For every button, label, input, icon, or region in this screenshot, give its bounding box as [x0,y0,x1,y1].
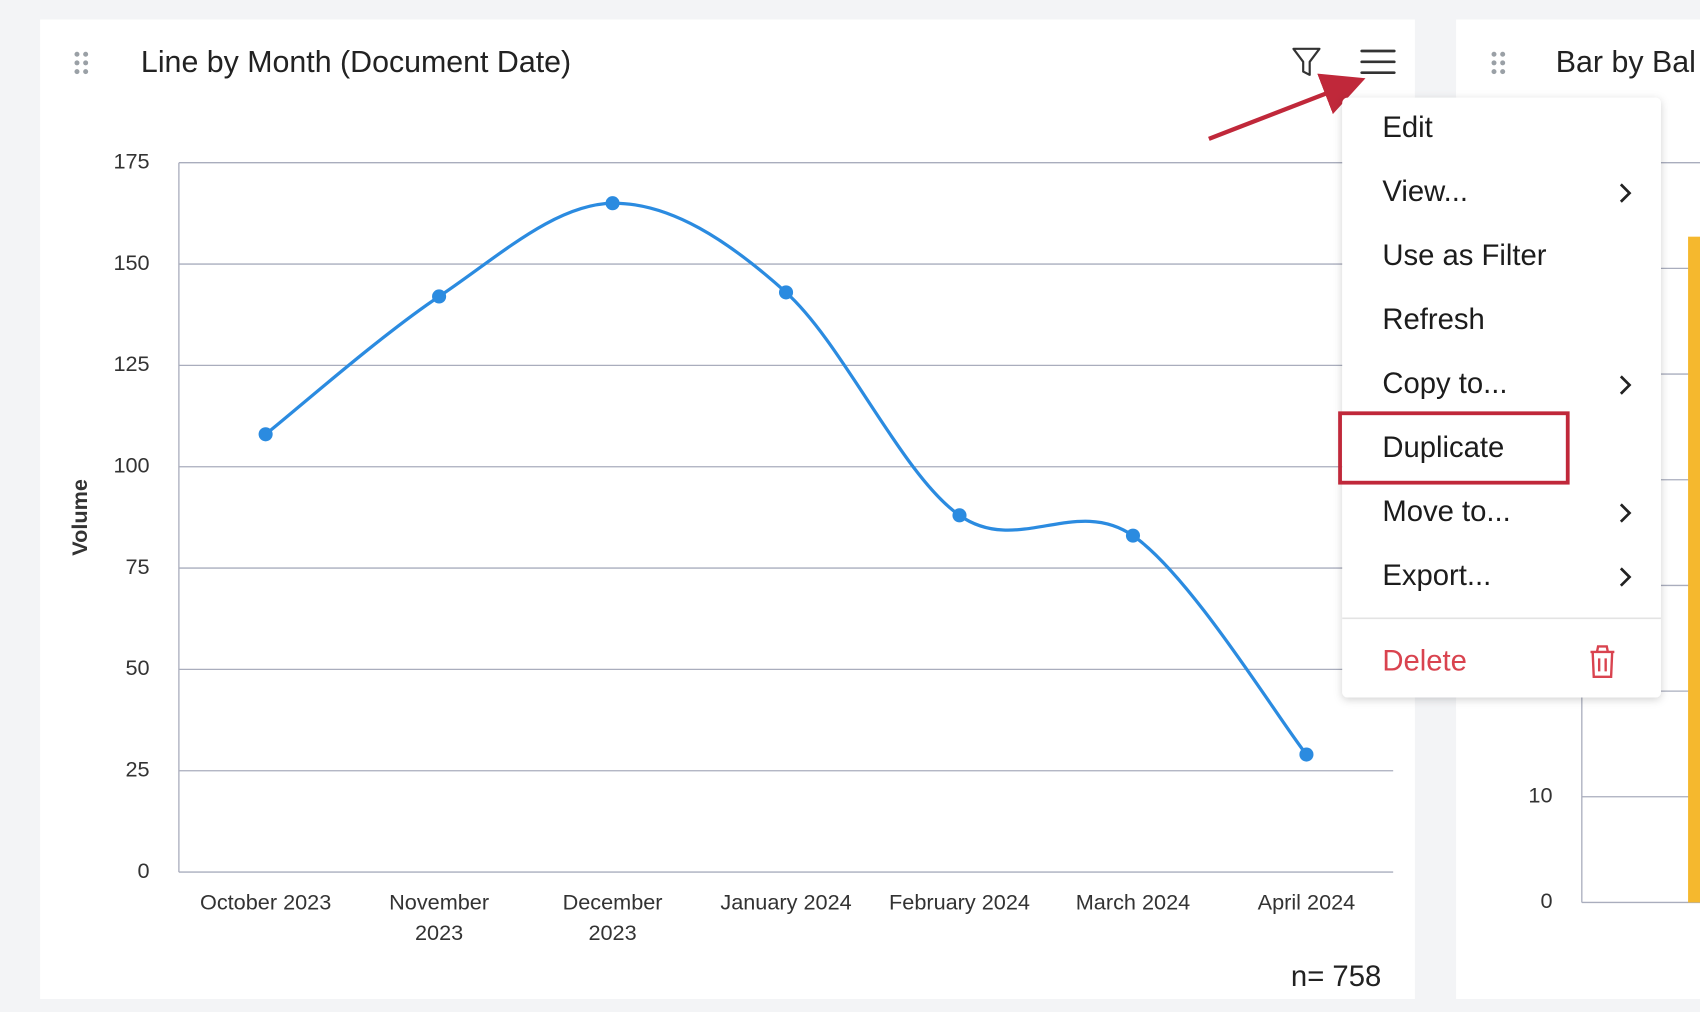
menu-item[interactable]: Move to... [1382,496,1510,528]
bar [1688,236,1700,903]
x-tick-label-line: 2023 [415,920,463,945]
menu-item[interactable]: Use as Filter [1382,240,1546,272]
x-tick-label-line: November [389,889,489,914]
menu-item[interactable]: View... [1382,176,1468,208]
widget-title: Line by Month (Document Date) [141,46,571,79]
x-tick-label: November 2023 [389,889,489,944]
filter-icon[interactable] [1292,47,1321,76]
context-menu-layer: Edit View... Use as Filter Refresh Copy to..… [1208,73,1661,698]
y-tick-label: 175 [113,148,149,173]
y-axis-label: Volume [67,479,92,556]
menu-item-delete[interactable]: Delete [1382,645,1467,677]
widget-title: Bar by Bal [1556,46,1696,79]
submenu-chevron [1619,503,1632,523]
menu-item[interactable]: Export... [1382,560,1491,592]
trash-glyph [1590,645,1615,679]
data-point [258,427,273,442]
sample-size: n= 758 [1291,961,1381,993]
annotation-arrow [1208,73,1366,141]
submenu-chevron [1619,183,1632,203]
y-tick-label: 150 [113,250,149,275]
x-tick-label: October 2023 [200,889,331,914]
y-tick-label: 0 [138,858,150,883]
x-tick-label-line: December [563,889,663,914]
drag-handle[interactable] [1491,51,1506,75]
data-point [952,508,967,523]
y-tick-label: 100 [113,452,149,477]
x-tick-label-line: 2023 [588,920,636,945]
x-tick-label: January 2024 [720,889,851,914]
y-tick-label: 75 [126,554,150,579]
trash-icon [1590,645,1615,679]
highlight-box [1338,411,1570,485]
x-tick-label: December 2023 [563,889,663,944]
x-tick-label: February 2024 [889,889,1030,914]
data-point [432,289,447,304]
y-tick-label: 25 [126,756,150,781]
data-point [1125,528,1141,543]
submenu-chevron [1619,375,1632,395]
line-widget-card [40,19,1415,999]
menu-item[interactable]: Duplicate [1382,432,1504,464]
x-tick-label: April 2024 [1258,889,1356,914]
x-tick-label: March 2024 [1076,889,1190,914]
menu-item[interactable]: Copy to... [1382,368,1507,400]
menu-item[interactable]: Edit [1382,112,1432,144]
menu-icon[interactable] [1360,49,1396,75]
data-point [778,285,794,300]
y-tick-label: 10 [1528,783,1552,808]
submenu-chevron [1619,567,1632,587]
y-tick-label: 125 [113,351,149,376]
y-tick-label: 0 [1540,888,1552,913]
menu-item[interactable]: Refresh [1382,304,1484,336]
data-point [1299,747,1314,762]
menu-panel [1342,97,1661,698]
drag-handle[interactable] [74,51,89,75]
y-tick-label: 50 [126,655,150,680]
data-point [605,196,620,211]
